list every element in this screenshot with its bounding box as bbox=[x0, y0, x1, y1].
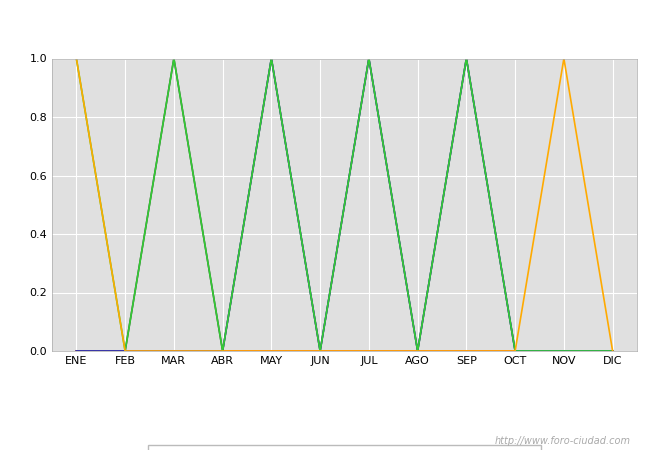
Legend: 2024, 2023, 2022, 2021, 2020: 2024, 2023, 2022, 2021, 2020 bbox=[148, 445, 541, 450]
Text: Matriculaciones de Vehiculos en Zorita del Maestrazgo: Matriculaciones de Vehiculos en Zorita d… bbox=[98, 14, 552, 33]
Text: http://www.foro-ciudad.com: http://www.foro-ciudad.com bbox=[495, 436, 630, 446]
